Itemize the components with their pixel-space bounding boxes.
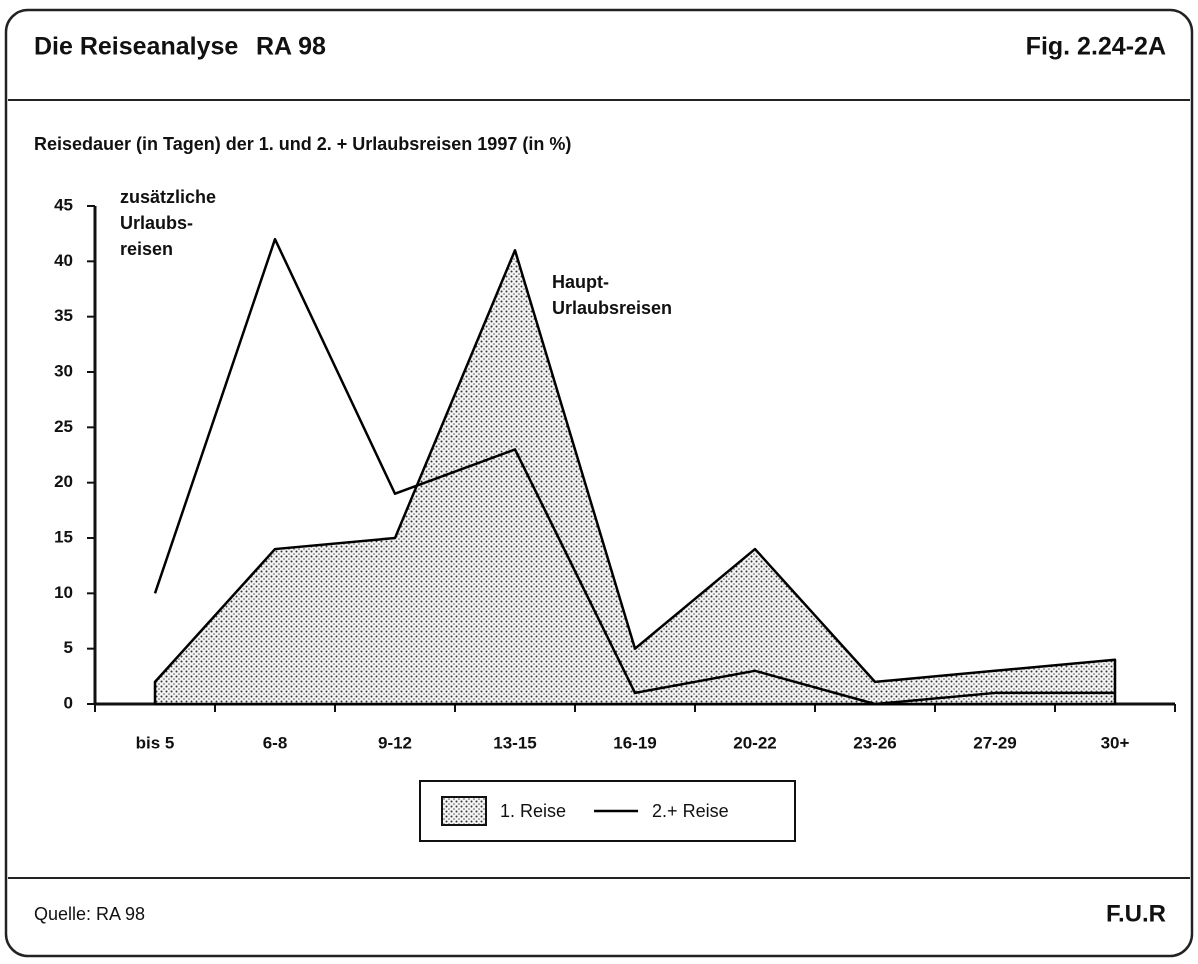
frame <box>4 8 1194 958</box>
legend-swatch <box>441 796 487 826</box>
annotation: Urlaubsreisen <box>552 298 672 318</box>
annotation: zusätzliche <box>120 187 216 207</box>
x-tick-label: 27-29 <box>973 733 1016 752</box>
x-tick-label: 16-19 <box>613 733 656 752</box>
legend-label: 2.+ Reise <box>652 801 729 821</box>
x-tick-label: 20-22 <box>733 733 776 752</box>
annotation: Urlaubs- <box>120 213 193 233</box>
publisher: F.U.R <box>1106 900 1166 927</box>
annotation: reisen <box>120 239 173 259</box>
y-tick-label: 35 <box>54 306 73 325</box>
area <box>153 249 1117 706</box>
x-tick-label: bis 5 <box>136 733 175 752</box>
y-tick-label: 5 <box>64 638 73 657</box>
x-tick-label: 6-8 <box>263 733 288 752</box>
source: Quelle: RA 98 <box>34 904 145 924</box>
y-tick-label: 40 <box>54 251 73 270</box>
figure-number: Fig. 2.24-2A <box>1026 33 1166 61</box>
x-tick-label: 9-12 <box>378 733 412 752</box>
y-tick-label: 30 <box>54 361 73 380</box>
annotation: Haupt- <box>552 272 609 292</box>
y-tick-label: 15 <box>54 527 73 546</box>
legend-label: 1. Reise <box>500 801 566 821</box>
y-tick-label: 10 <box>54 583 73 602</box>
header-title: Die Reiseanalyse <box>34 33 238 61</box>
x-tick-label: 23-26 <box>853 733 896 752</box>
y-tick-label: 0 <box>64 693 73 712</box>
x-tick-label: 30+ <box>1101 733 1130 752</box>
y-tick-label: 20 <box>54 472 73 491</box>
chart-title: Reisedauer (in Tagen) der 1. und 2. + Ur… <box>34 134 571 154</box>
header-edition: RA 98 <box>256 33 326 61</box>
line <box>153 237 1115 706</box>
y-tick-label: 45 <box>54 195 73 214</box>
x-tick-label: 13-15 <box>493 733 536 752</box>
y-tick-label: 25 <box>54 417 73 436</box>
